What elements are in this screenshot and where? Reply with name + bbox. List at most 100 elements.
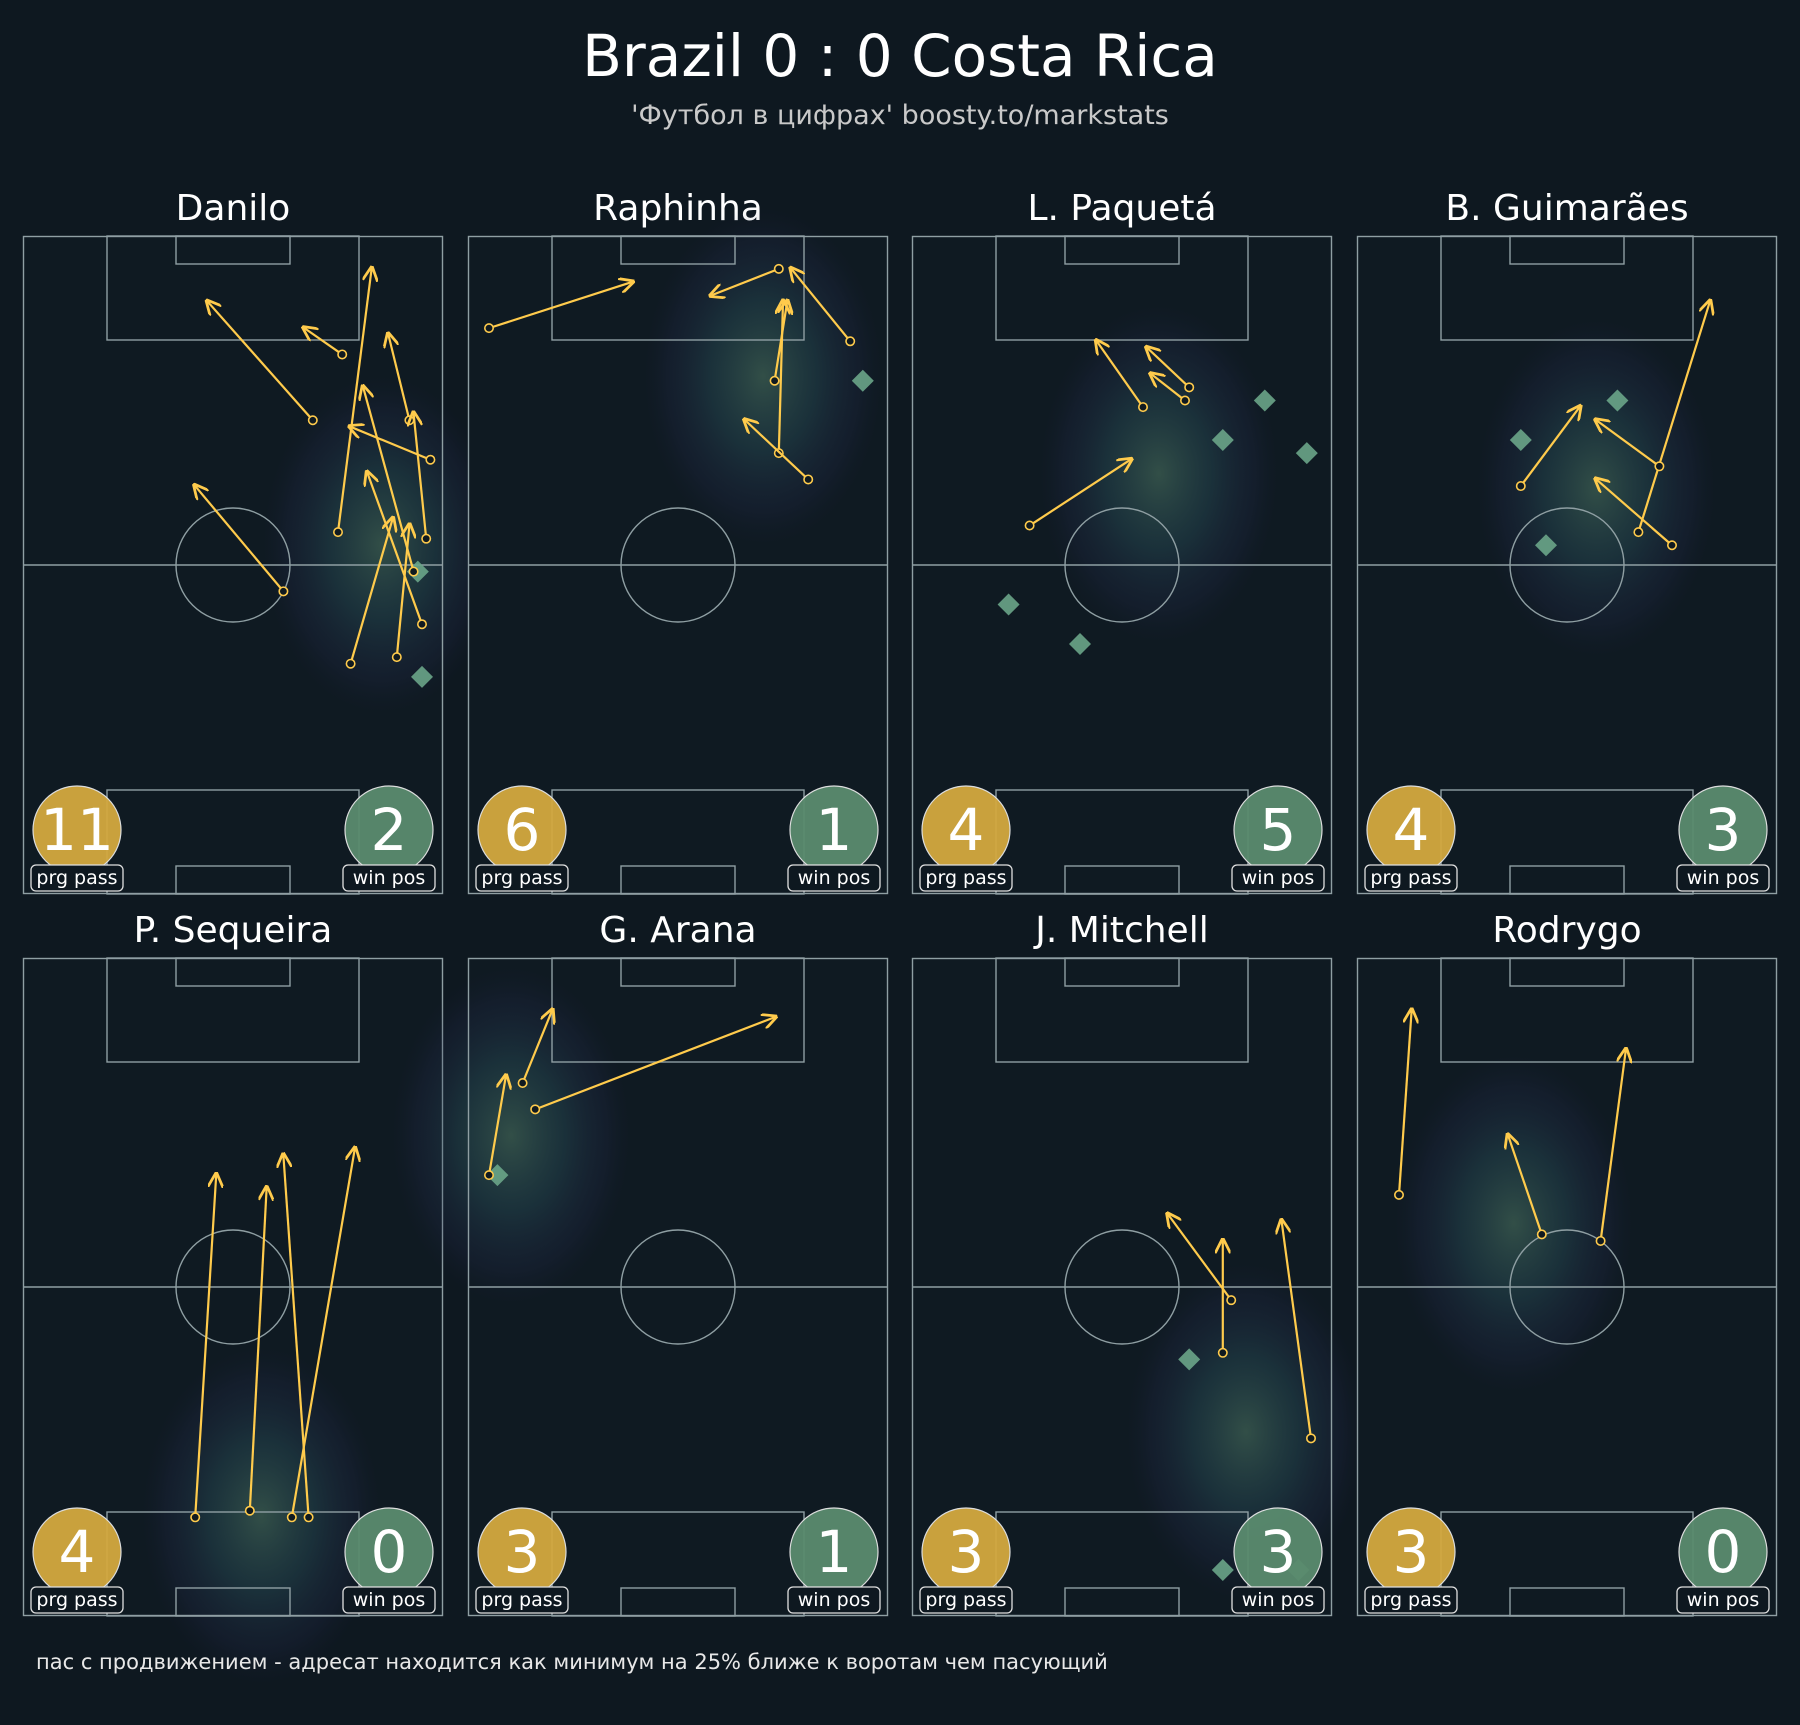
prg-pass-label-box xyxy=(30,864,124,892)
win-pos-label-box xyxy=(787,1586,881,1614)
pass-origin-dot xyxy=(307,415,318,426)
prg-pass-arrow xyxy=(1097,341,1144,408)
win-pos-label-box xyxy=(1676,1586,1770,1614)
win-pos-marker xyxy=(1606,389,1629,412)
pass-origin-dot xyxy=(1217,1347,1228,1358)
pass-origin-dot xyxy=(1184,382,1195,393)
pass-origin-dot xyxy=(773,263,784,274)
pitch-markings xyxy=(1356,957,1778,1617)
pass-origin-dot xyxy=(421,533,432,544)
pitch-p-sequeira: 4 prg pass 0 win pos xyxy=(22,957,444,1686)
prg-pass-arrow xyxy=(367,473,424,625)
pass-origin-dot xyxy=(1226,1295,1237,1306)
win-pos-marker xyxy=(1211,428,1234,451)
win-pos-count: 2 xyxy=(371,796,408,864)
prg-pass-arrow xyxy=(349,519,393,665)
prg-pass-label: prg pass xyxy=(481,867,562,889)
prg-pass-arrow xyxy=(194,1175,216,1518)
six-yard-box-top xyxy=(1509,957,1625,987)
footnote: пас с продвижением - адресат находится к… xyxy=(36,1650,1108,1674)
prg-pass-arrow xyxy=(488,282,632,330)
heat-density xyxy=(391,965,632,1306)
six-yard-box-top xyxy=(620,957,736,987)
pass-origin-dot xyxy=(244,1505,255,1516)
heat-density xyxy=(1038,303,1279,644)
pass-origin-dot xyxy=(416,619,427,630)
pitch-rodrygo: 3 prg pass 0 win pos xyxy=(1356,957,1778,1617)
prg-pass-label-box xyxy=(475,864,569,892)
prg-pass-arrow xyxy=(1519,407,1580,487)
prg-pass-label: prg pass xyxy=(36,867,117,889)
prg-pass-count: 4 xyxy=(59,1518,96,1586)
six-yard-box-bottom xyxy=(1064,1587,1180,1617)
win-pos-marker xyxy=(1535,534,1557,557)
panel-title-p-sequeira: P. Sequeira xyxy=(133,910,333,951)
win-pos-count: 3 xyxy=(1260,1518,1297,1586)
centre-circle xyxy=(1509,1229,1625,1345)
prg-pass-arrow xyxy=(395,526,410,658)
pass-origin-dot xyxy=(278,586,289,597)
pitch-markings xyxy=(22,957,444,1617)
six-yard-box-top xyxy=(175,235,291,265)
six-yard-box-bottom xyxy=(175,865,291,895)
win-pos-count: 1 xyxy=(816,796,853,864)
win-pos-label-box xyxy=(787,864,881,892)
prg-pass-label: prg pass xyxy=(1370,1589,1451,1611)
prg-pass-arrow xyxy=(1596,420,1661,468)
six-yard-box-top xyxy=(1509,235,1625,265)
six-yard-box-bottom xyxy=(1509,865,1625,895)
centre-circle xyxy=(620,507,736,623)
panel-title-raphinha: Raphinha xyxy=(593,188,763,229)
win-pos-label-box xyxy=(1231,1586,1325,1614)
heat-density xyxy=(261,374,502,715)
prg-pass-arrow xyxy=(779,302,783,454)
prg-pass-label: prg pass xyxy=(925,867,1006,889)
prg-pass-count: 3 xyxy=(1393,1518,1430,1586)
pass-origin-dot xyxy=(803,474,814,485)
prg-pass-arrow xyxy=(1637,302,1709,533)
prg-pass-arrow xyxy=(1508,1136,1543,1235)
page-subtitle: 'Футбол в цифрах' boosty.to/markstats xyxy=(631,100,1169,131)
prg-pass-arrow xyxy=(290,1149,355,1518)
pitch-markings xyxy=(911,957,1333,1617)
pass-origin-dot xyxy=(517,1078,528,1089)
win-pos-label: win pos xyxy=(353,867,425,889)
prg-pass-arrow xyxy=(1151,374,1186,402)
prg-pass-count: 6 xyxy=(504,796,541,864)
pass-origin-dot xyxy=(190,1512,201,1523)
pass-origin-dot xyxy=(1666,540,1677,551)
pass-origin-dot xyxy=(483,1170,494,1181)
six-yard-box-top xyxy=(1064,235,1180,265)
win-pos-marker xyxy=(1069,632,1091,655)
panel-title-b-guimar-es: B. Guimarães xyxy=(1445,188,1689,229)
prg-pass-label-box xyxy=(919,1586,1013,1614)
prg-pass-arrow xyxy=(1282,1221,1313,1439)
prg-pass-count: 4 xyxy=(948,796,985,864)
pitch-markings xyxy=(1356,235,1778,895)
prg-pass-arrow xyxy=(534,1017,774,1111)
centre-circle xyxy=(175,507,291,623)
prg-pass-label: prg pass xyxy=(925,1589,1006,1611)
panel-title-l-paquet: L. Paquetá xyxy=(1027,188,1217,229)
pass-origin-dot xyxy=(1654,461,1665,472)
pass-origin-dot xyxy=(1138,402,1149,413)
prg-pass-label-box xyxy=(475,1586,569,1614)
pass-origin-dot xyxy=(425,454,436,465)
win-pos-label-box xyxy=(342,1586,436,1614)
pass-origin-dot xyxy=(303,1512,314,1523)
prg-pass-arrow xyxy=(195,486,285,593)
win-pos-label-box xyxy=(1676,864,1770,892)
win-pos-count: 0 xyxy=(371,1518,408,1586)
win-pos-label: win pos xyxy=(353,1589,425,1611)
win-pos-label: win pos xyxy=(1687,867,1759,889)
prg-pass-arrow xyxy=(712,267,780,295)
heat-density xyxy=(141,1345,382,1686)
pitch-j-mitchell: 3 prg pass 3 win pos xyxy=(911,957,1366,1617)
win-pos-count: 1 xyxy=(816,1518,853,1586)
six-yard-box-top xyxy=(1064,957,1180,987)
prg-pass-label-box xyxy=(30,1586,124,1614)
prg-pass-label: prg pass xyxy=(481,1589,562,1611)
centre-circle xyxy=(1064,1229,1180,1345)
pass-origin-dot xyxy=(286,1512,297,1523)
